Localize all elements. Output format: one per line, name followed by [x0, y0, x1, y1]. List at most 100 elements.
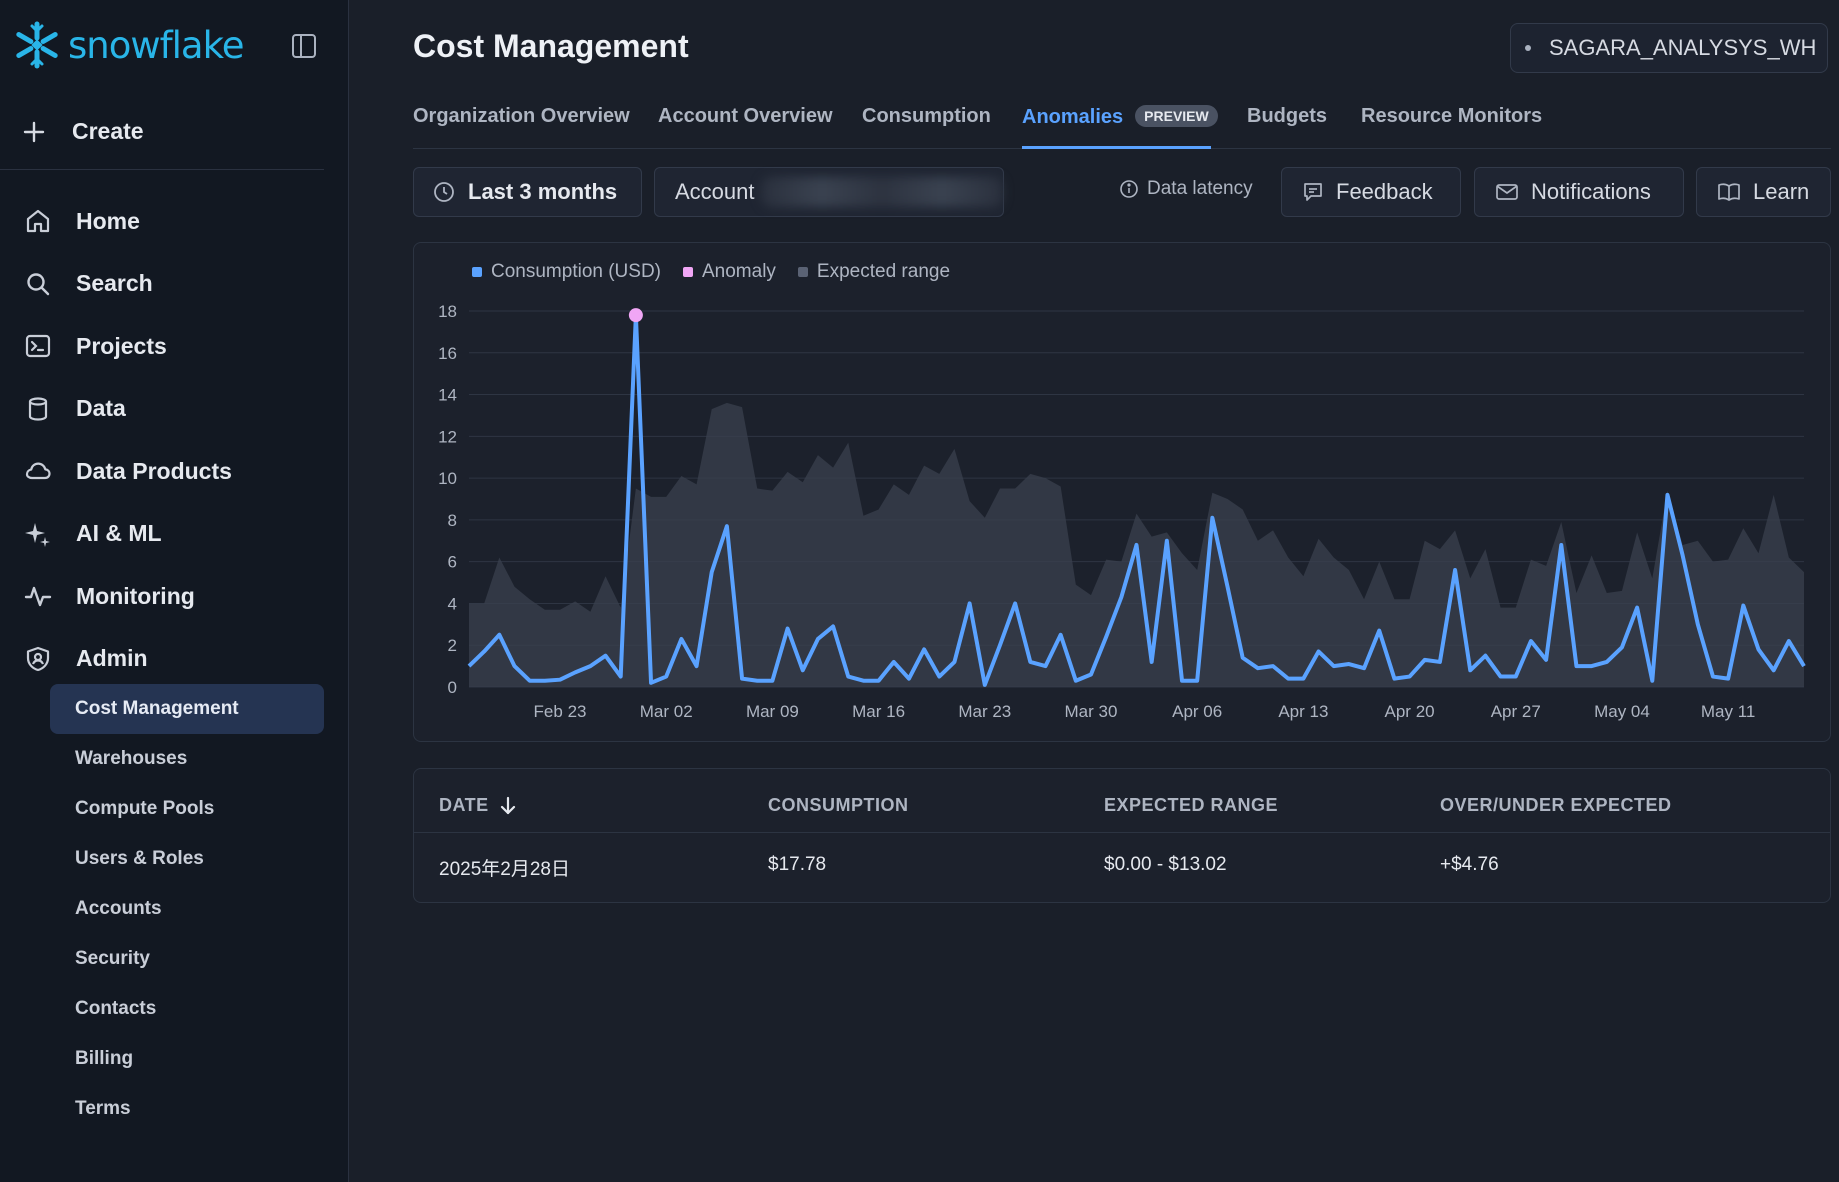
learn-button[interactable]: Learn	[1696, 167, 1831, 217]
tab-organization-overview[interactable]: Organization Overview	[413, 105, 630, 127]
sidebar: snowflake Create Home Search Projects Da…	[0, 0, 349, 1182]
anomaly-table: DATE CONSUMPTION EXPECTED RANGE OVER/UND…	[413, 768, 1831, 903]
nav-item-admin[interactable]: Admin	[0, 628, 349, 691]
y-tick-label: 10	[438, 469, 457, 488]
cell-date: 2025年2月28日	[439, 859, 570, 880]
x-tick-label: May 04	[1594, 702, 1650, 721]
legend-anomaly[interactable]: Anomaly	[683, 261, 776, 283]
warehouse-selector[interactable]: SAGARA_ANALYSYS_WH	[1510, 23, 1828, 73]
snowflake-logo[interactable]: snowflake	[12, 20, 244, 70]
nav-item-projects[interactable]: Projects	[0, 315, 349, 378]
nav-item-ai-ml[interactable]: AI & ML	[0, 503, 349, 566]
nav-item-label: Monitoring	[76, 582, 195, 609]
home-icon	[26, 210, 50, 233]
nav-item-label: AI & ML	[76, 520, 162, 547]
sidebar-toggle-icon	[292, 34, 316, 58]
x-tick-label: Mar 09	[746, 702, 799, 721]
column-header-over-under[interactable]: OVER/UNDER EXPECTED	[1440, 795, 1672, 815]
legend-label: Expected range	[816, 261, 951, 282]
sub-item-warehouses[interactable]: Warehouses	[75, 748, 188, 769]
table-header: DATE CONSUMPTION EXPECTED RANGE OVER/UND…	[414, 769, 1830, 833]
preview-badge: PREVIEW	[1135, 105, 1218, 127]
nav-item-label: Projects	[76, 332, 167, 359]
sidebar-nav: Home Search Projects Data Data Products …	[0, 190, 349, 690]
nav-item-data[interactable]: Data	[0, 378, 349, 441]
time-range-filter[interactable]: Last 3 months	[413, 167, 642, 217]
warehouse-name: SAGARA_ANALYSYS_WH	[1549, 35, 1817, 60]
sub-item-users-roles[interactable]: Users & Roles	[75, 848, 204, 869]
legend-expected-range[interactable]: Expected range	[797, 261, 951, 283]
nav-item-search[interactable]: Search	[0, 253, 349, 316]
x-tick-label: Apr 13	[1278, 702, 1328, 721]
y-tick-label: 18	[438, 302, 457, 321]
x-tick-label: Feb 23	[534, 702, 587, 721]
sub-item-compute-pools[interactable]: Compute Pools	[75, 798, 215, 819]
collapse-sidebar-button[interactable]	[290, 32, 318, 60]
sub-item-contacts[interactable]: Contacts	[75, 998, 157, 1019]
nav-item-label: Data	[76, 395, 126, 422]
chart-legend: Consumption (USD) Anomaly Expected range	[472, 261, 950, 283]
x-tick-label: Mar 16	[852, 702, 905, 721]
nav-item-label: Data Products	[76, 457, 232, 484]
y-tick-label: 12	[438, 427, 457, 446]
sub-item-billing[interactable]: Billing	[75, 1048, 134, 1069]
tab-anomalies[interactable]: Anomalies PREVIEW	[1022, 105, 1218, 129]
sort-descending-icon	[500, 796, 515, 814]
feedback-button[interactable]: Feedback	[1281, 167, 1461, 217]
redacted-account-name	[760, 177, 1003, 207]
snowflake-logo-icon	[16, 21, 58, 69]
legend-swatch-expected	[797, 267, 808, 277]
tab-anomalies-label: Anomalies	[1022, 106, 1124, 128]
legend-label: Consumption (USD)	[491, 261, 661, 282]
x-tick-label: Apr 20	[1385, 702, 1435, 721]
sidebar-divider	[0, 169, 324, 170]
anomaly-point	[628, 308, 643, 323]
anomaly-chart[interactable]: 0 2 4 6 8 10 12 14 16 18 Feb 23 Mar 02 Mar 09 Mar 16 M…	[414, 243, 1832, 743]
nav-item-label: Home	[76, 207, 140, 234]
tab-bar: Organization Overview Account Overview C…	[413, 100, 1831, 149]
learn-label: Learn	[1753, 179, 1810, 204]
tab-resource-monitors[interactable]: Resource Monitors	[1361, 105, 1543, 127]
create-label: Create	[72, 118, 144, 144]
sparkle-icon	[25, 522, 50, 547]
tab-budgets[interactable]: Budgets	[1247, 105, 1327, 127]
sub-item-cost-management[interactable]: Cost Management	[50, 684, 324, 734]
search-icon	[27, 273, 50, 295]
y-tick-label: 2	[448, 636, 457, 655]
nav-item-label: Search	[76, 270, 153, 297]
column-header-date[interactable]: DATE	[439, 795, 517, 816]
sub-item-security[interactable]: Security	[75, 948, 150, 969]
nav-item-label: Admin	[76, 645, 148, 672]
cloud-icon	[25, 462, 51, 480]
x-tick-label: Mar 30	[1065, 702, 1118, 721]
account-filter[interactable]: Account	[654, 167, 1004, 217]
account-filter-label: Account	[675, 179, 755, 204]
clock-icon	[434, 182, 454, 202]
terminal-icon	[25, 335, 51, 358]
sub-item-accounts[interactable]: Accounts	[75, 898, 162, 919]
y-tick-label: 8	[448, 511, 457, 530]
activity-icon	[24, 587, 52, 607]
nav-item-monitoring[interactable]: Monitoring	[0, 565, 349, 628]
nav-item-home[interactable]: Home	[0, 190, 349, 253]
create-button[interactable]: Create	[22, 118, 144, 145]
nav-item-data-products[interactable]: Data Products	[0, 440, 349, 503]
warehouse-status-dot	[1525, 45, 1531, 51]
y-tick-label: 0	[448, 678, 457, 697]
sub-item-terms[interactable]: Terms	[75, 1098, 131, 1119]
active-tab-indicator	[1022, 146, 1211, 149]
time-range-label: Last 3 months	[468, 179, 618, 204]
column-header-consumption[interactable]: CONSUMPTION	[768, 795, 909, 815]
x-tick-label: Mar 02	[640, 702, 693, 721]
info-icon	[1120, 180, 1138, 198]
tab-consumption[interactable]: Consumption	[862, 105, 991, 127]
tab-account-overview[interactable]: Account Overview	[658, 105, 833, 127]
cell-consumption: $17.78	[768, 854, 827, 875]
data-latency-info[interactable]: Data latency	[1119, 178, 1253, 200]
legend-consumption[interactable]: Consumption (USD)	[472, 261, 661, 283]
column-header-expected-range[interactable]: EXPECTED RANGE	[1104, 795, 1279, 815]
book-icon	[1718, 183, 1740, 201]
consumption-line	[467, 313, 1806, 687]
notifications-button[interactable]: Notifications	[1474, 167, 1684, 217]
data-latency-label: Data latency	[1147, 178, 1253, 199]
